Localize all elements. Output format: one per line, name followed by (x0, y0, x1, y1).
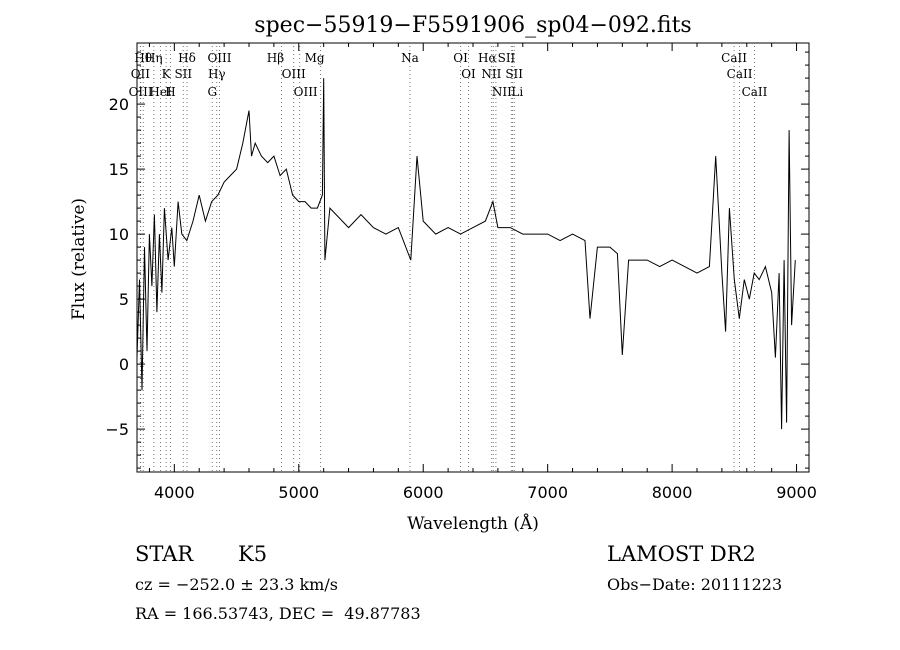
plot-frame (136, 42, 810, 473)
line-label: CaII (742, 85, 768, 99)
y-axis: −5 0 5 10 15 20 (105, 51, 809, 469)
line-label: OIII (129, 85, 153, 99)
x-tick-label: 7000 (527, 483, 568, 502)
y-tick-label: 0 (119, 355, 129, 374)
spectral-subclass: K5 (238, 542, 268, 566)
y-axis-label: Flux (relative) (69, 198, 89, 320)
line-label: Li (511, 85, 523, 99)
y-tick-label: 15 (109, 160, 129, 179)
x-tick-label: 6000 (403, 483, 444, 502)
line-label: SII (174, 67, 192, 81)
line-label: CaII (727, 67, 753, 81)
coordinates: RA = 166.53743, DEC = 49.87783 (135, 604, 421, 623)
obs-date: Obs−Date: 20111223 (607, 575, 783, 594)
y-tick-label: 10 (109, 225, 129, 244)
y-tick-label: 5 (119, 290, 129, 309)
line-label: Hγ (208, 67, 226, 81)
x-tick-label: 4000 (154, 483, 195, 502)
line-label: SII (505, 67, 523, 81)
line-label: NII (492, 85, 512, 99)
line-label: CaII (721, 51, 747, 65)
line-label: OI (453, 51, 468, 65)
spectral-line-markers (139, 46, 755, 472)
line-label: G (207, 85, 217, 99)
redshift-text: cz = −252.0 ± 23.3 km/s (135, 575, 338, 594)
line-label: OI (461, 67, 476, 81)
x-tick-label: 5000 (278, 483, 319, 502)
spectral-line-labels: Hθ OII OIII Hη K HeI Hδ SII H OIII Hγ G Hβ OIII OIII Mg… (129, 51, 768, 99)
line-label: SII (498, 51, 516, 65)
line-label: OII (131, 67, 151, 81)
y-tick-label: −5 (105, 420, 129, 439)
x-tick-label: 8000 (652, 483, 693, 502)
object-class: STAR (135, 542, 194, 566)
line-label: Hα (478, 51, 497, 65)
line-label: OIII (207, 51, 231, 65)
spectrum-line (136, 78, 796, 430)
survey-name: LAMOST DR2 (607, 542, 756, 566)
line-label: Hβ (267, 51, 284, 65)
x-tick-label: 9000 (776, 483, 817, 502)
line-label: Hθ (134, 51, 152, 65)
x-axis: 4000 5000 6000 7000 8000 9000 (148, 43, 817, 502)
chart-title: spec−55919−F5591906_sp04−092.fits (254, 13, 691, 38)
line-label: H (165, 85, 175, 99)
line-label: NII (481, 67, 501, 81)
y-tick-label: 20 (109, 95, 129, 114)
line-label: Hη (145, 51, 163, 65)
line-label: Mg (305, 51, 325, 65)
line-label: K (162, 67, 172, 81)
line-label: Hδ (178, 51, 196, 65)
spectrum-series (136, 78, 796, 430)
line-label: OIII (294, 85, 318, 99)
line-label: OIII (282, 67, 306, 81)
x-axis-label: Wavelength (Å) (407, 513, 539, 534)
line-label: Na (401, 51, 419, 65)
line-label: HeI (149, 85, 172, 99)
